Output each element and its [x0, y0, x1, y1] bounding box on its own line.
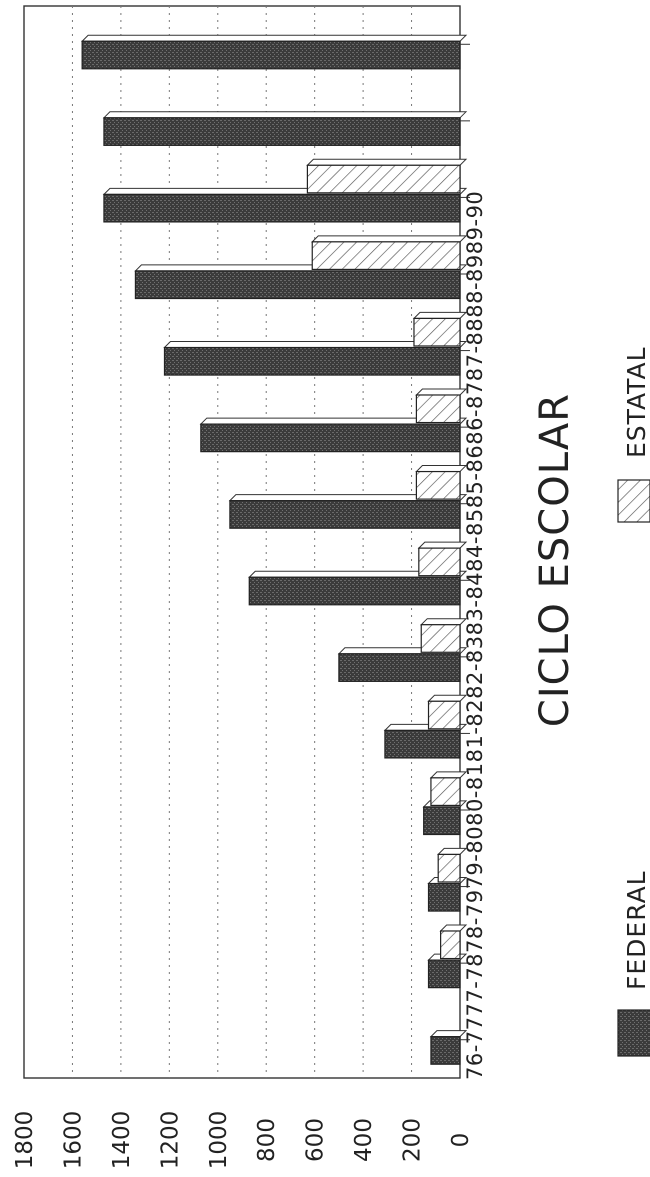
bars: [80, 34, 470, 1065]
bar-federal-81-82: [338, 653, 461, 682]
legend-label-federal: FEDERAL: [622, 870, 650, 990]
bar-federal-87-88: [103, 193, 461, 223]
legend-swatch-federal: [617, 1009, 650, 1057]
y-tick-label: 1200: [157, 1111, 183, 1170]
bar-federal-77-78: [427, 959, 461, 989]
bar-federal-76-77-depth: [429, 1030, 468, 1038]
bar-federal-76-77: [430, 1036, 461, 1065]
bar-federal-88-89: [103, 117, 461, 146]
bar-estatal-82-83: [418, 547, 461, 577]
bar-federal-85-86: [163, 346, 461, 376]
bar-estatal-81-82-depth: [420, 618, 468, 626]
y-tick-label: 200: [400, 1118, 426, 1162]
x-axis-title: CICLO ESCOLAR: [532, 393, 578, 727]
legend-label-estatal: ESTATAL: [622, 346, 650, 458]
y-axis-ticks: 0 200 400 600 800 1000 1200 1400 1600 1800: [12, 1111, 474, 1170]
bar-federal-84-85: [200, 423, 461, 453]
bar-federal-78-79: [427, 882, 461, 912]
bar-federal-83-84: [229, 500, 461, 529]
y-tick-label: 1800: [12, 1111, 38, 1170]
bar-estatal-85-86-depth: [412, 311, 468, 319]
y-tick-label: 1400: [109, 1111, 135, 1170]
category-labels: 76-7777-7878-7979-8080-8181-8282-8383-84…: [463, 191, 487, 1080]
y-tick-label: 1000: [206, 1111, 232, 1170]
bar-estatal-78-79: [437, 853, 461, 883]
bar-estatal-77-78: [440, 930, 461, 960]
bar-federal-89-90: [81, 40, 461, 70]
category-label-run: 76-7777-7878-7979-8080-8181-8282-8383-84…: [463, 191, 487, 1080]
bar-federal-89-90-depth: [80, 34, 468, 42]
bar-estatal-79-80: [430, 777, 461, 807]
bar-estatal-79-80-depth: [429, 771, 468, 779]
bar-estatal-82-83-depth: [417, 541, 468, 549]
y-tick-label: 800: [254, 1118, 280, 1162]
bar-estatal-78-79-depth: [436, 847, 468, 855]
bar-estatal-87-88-depth: [306, 158, 468, 166]
bar-estatal-81-82: [420, 624, 461, 653]
bar-estatal-86-87-depth: [311, 235, 468, 243]
bar-estatal-83-84-depth: [415, 465, 468, 473]
bar-estatal-87-88: [306, 164, 461, 194]
bar-federal-79-80: [423, 806, 461, 836]
bar-estatal-83-84: [415, 470, 461, 500]
y-tick-label: 600: [303, 1118, 329, 1162]
bar-federal-80-81: [384, 729, 461, 759]
bar-estatal-84-85-depth: [415, 388, 468, 396]
bar-estatal-85-86: [413, 317, 461, 347]
y-tick-label: 0: [448, 1133, 474, 1148]
bar-estatal-84-85: [415, 394, 461, 424]
y-tick-label: 1600: [60, 1111, 86, 1170]
y-tick-label: 400: [351, 1118, 377, 1162]
bar-federal-88-89-depth: [102, 111, 468, 119]
bar-federal-86-87: [134, 270, 461, 300]
bar-estatal-80-81-depth: [427, 694, 468, 702]
bar-federal-82-83: [248, 576, 461, 606]
bar-estatal-80-81: [427, 700, 461, 730]
legend: FEDERAL ESTATAL: [617, 346, 650, 1057]
bar-estatal-86-87: [311, 241, 461, 271]
legend-swatch-estatal: [617, 479, 650, 523]
